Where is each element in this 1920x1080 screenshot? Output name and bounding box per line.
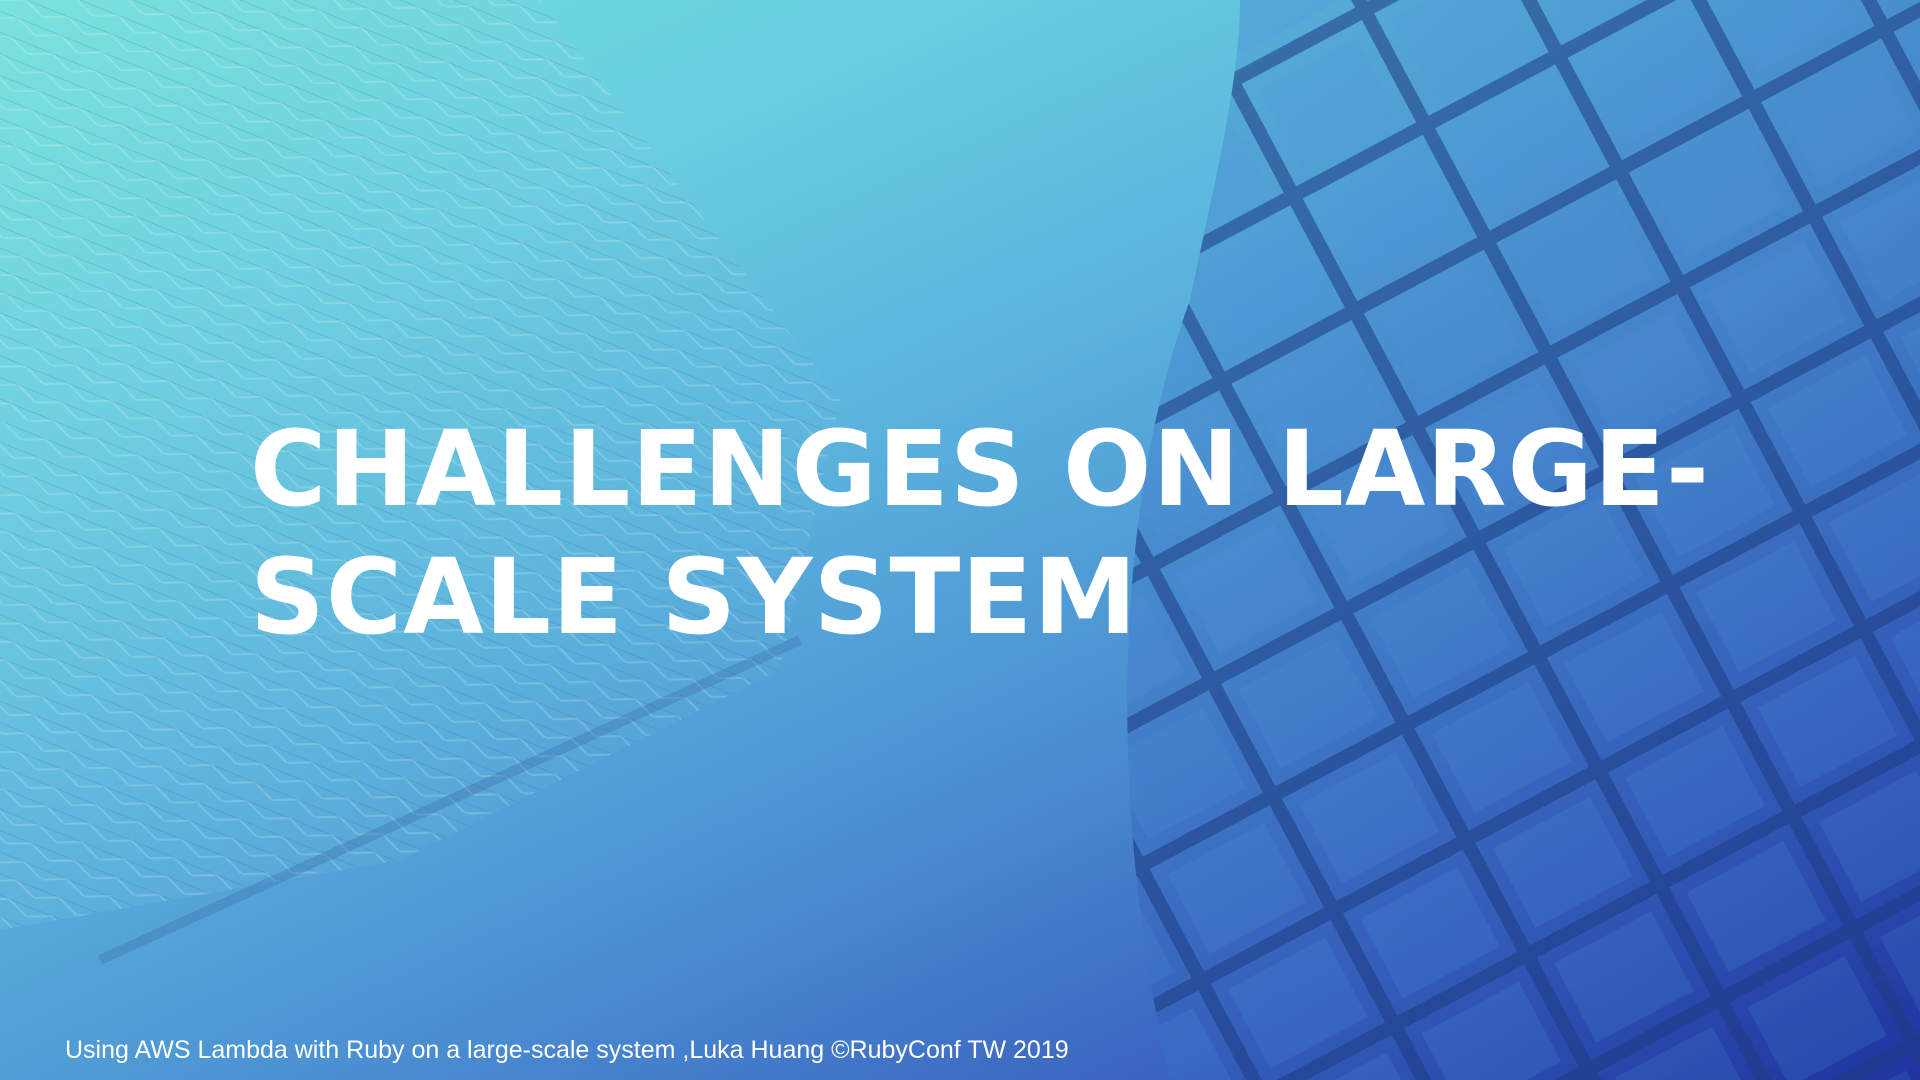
slide-footer: Using AWS Lambda with Ruby on a large-sc… <box>65 1036 1069 1064</box>
slide-title: CHALLENGES ON LARGE- SCALE SYSTEM <box>250 405 1711 661</box>
slide-title-line-1: CHALLENGES ON LARGE- <box>250 408 1711 530</box>
slide-title-line-2: SCALE SYSTEM <box>250 536 1138 658</box>
